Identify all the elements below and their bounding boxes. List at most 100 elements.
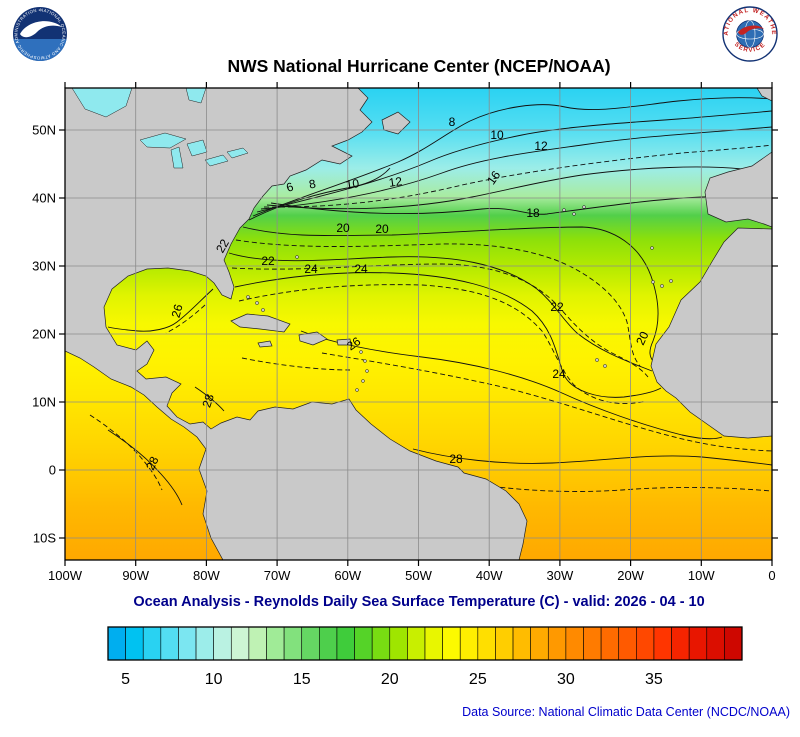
lake-erie bbox=[204, 154, 229, 167]
colorbar-cell bbox=[442, 626, 461, 661]
lake-michigan bbox=[170, 146, 184, 169]
contour-label: 10 bbox=[345, 176, 360, 192]
colorbar-cell bbox=[142, 626, 162, 661]
map-subtitle: Ocean Analysis - Reynolds Daily Sea Surf… bbox=[133, 594, 704, 610]
x-tick-label: 90W bbox=[122, 568, 149, 583]
colorbar-cell bbox=[407, 626, 426, 661]
colorbar-cells bbox=[107, 626, 743, 661]
y-tick-label: 20N bbox=[32, 327, 56, 342]
page-title: NWS National Hurricane Center (NCEP/NOAA… bbox=[227, 56, 610, 76]
colorbar-cell bbox=[371, 626, 391, 661]
hudson-bay bbox=[71, 88, 133, 118]
contour-label: 22 bbox=[550, 300, 564, 314]
nws-bird-icon bbox=[738, 25, 764, 35]
colorbar-cell bbox=[319, 626, 338, 661]
y-tick-label: 0 bbox=[49, 463, 56, 478]
noaa-logo: NATIONAL OCEANIC AND ATMOSPHERIC ADMINIS… bbox=[10, 2, 67, 61]
colorbar-cell bbox=[495, 626, 514, 661]
contour-label: 12 bbox=[534, 139, 548, 153]
colorbar-cell bbox=[178, 626, 197, 661]
colorbar-cell bbox=[671, 626, 690, 661]
colorbar-cell bbox=[724, 626, 743, 661]
landmass-cuba bbox=[230, 313, 291, 333]
landmass-newfoundland bbox=[381, 111, 411, 135]
map-frame bbox=[64, 87, 773, 561]
graticule-grid bbox=[65, 88, 772, 560]
colorbar-tick-label: 15 bbox=[293, 671, 311, 688]
contour-label: 22 bbox=[261, 254, 275, 268]
noaa-logo-sea bbox=[13, 39, 67, 61]
colorbar-cell bbox=[618, 626, 637, 661]
x-tick-label: 40W bbox=[476, 568, 503, 583]
colorbar-cell bbox=[600, 626, 620, 661]
contour-label: 24 bbox=[552, 367, 566, 381]
data-source-credit: Data Source: National Climatic Data Cent… bbox=[462, 705, 790, 719]
colorbar-cell bbox=[230, 626, 250, 661]
colorbar-cell bbox=[512, 626, 531, 661]
contour-label: 26 bbox=[169, 302, 186, 319]
landmasses bbox=[65, 88, 772, 560]
y-tick-label: 50N bbox=[32, 123, 56, 138]
x-tick-label: 10W bbox=[688, 568, 715, 583]
noaa-gull-icon bbox=[20, 21, 62, 38]
landmass-uk bbox=[756, 88, 772, 102]
landmass-iberia-france bbox=[704, 151, 772, 228]
lake-huron bbox=[186, 139, 208, 157]
contour-label: 22 bbox=[213, 236, 232, 255]
y-tick-label: 40N bbox=[32, 191, 56, 206]
colorbar-tick-labels: 5 10 15 20 25 30 35 bbox=[121, 671, 663, 688]
colorbar-cell bbox=[195, 626, 214, 661]
colorbar-cell bbox=[565, 626, 584, 661]
lakes bbox=[71, 88, 249, 169]
landmass-africa bbox=[650, 227, 772, 439]
lake-superior bbox=[139, 132, 187, 149]
x-tick-label: 60W bbox=[334, 568, 361, 583]
contour-label: 28 bbox=[449, 452, 463, 466]
colorbar-cell bbox=[266, 626, 285, 661]
x-tick-label: 20W bbox=[617, 568, 644, 583]
colorbar-cell bbox=[213, 626, 232, 661]
contour-label: 20 bbox=[336, 221, 350, 235]
nws-globe-meridian bbox=[744, 20, 756, 48]
colorbar-cell bbox=[477, 626, 496, 661]
colorbar-tick-label: 5 bbox=[121, 671, 130, 688]
colorbar-cell bbox=[424, 626, 443, 661]
colorbar-cell bbox=[160, 626, 179, 661]
y-tick-label: 10S bbox=[33, 531, 56, 546]
x-tick-label: 70W bbox=[264, 568, 291, 583]
colorbar-cell bbox=[530, 626, 549, 661]
contour-label: 28 bbox=[143, 454, 161, 472]
colorbar-cell bbox=[248, 626, 267, 661]
colorbar: 5 10 15 20 25 30 35 bbox=[107, 626, 743, 688]
colorbar-cell bbox=[706, 626, 725, 661]
colorbar-cell bbox=[354, 626, 373, 661]
contour-label: 20 bbox=[375, 222, 389, 236]
contour-label: 12 bbox=[388, 174, 403, 190]
james-bay bbox=[185, 88, 207, 104]
y-tick-label: 30N bbox=[32, 259, 56, 274]
contour-label: 8 bbox=[308, 177, 317, 192]
y-tick-label: 10N bbox=[32, 395, 56, 410]
y-axis-labels: 50N 40N 30N 20N 10N 0 10S bbox=[32, 123, 56, 546]
colorbar-cell bbox=[636, 626, 655, 661]
colorbar-cell bbox=[125, 626, 144, 661]
lake-ontario bbox=[226, 147, 249, 159]
colorbar-tick-label: 10 bbox=[205, 671, 223, 688]
colorbar-cell bbox=[459, 626, 479, 661]
landmass-hispaniola bbox=[298, 331, 328, 346]
x-axis-labels: 100W 90W 80W 70W 60W 50W 40W 30W 20W 10W 0 bbox=[48, 568, 776, 583]
colorbar-cell bbox=[583, 626, 602, 661]
colorbar-frame bbox=[107, 626, 743, 661]
x-tick-label: 80W bbox=[193, 568, 220, 583]
axis-ticks bbox=[59, 82, 778, 566]
contour-label: 10 bbox=[490, 128, 504, 142]
contour-label: 20 bbox=[633, 329, 651, 347]
x-tick-label: 30W bbox=[547, 568, 574, 583]
colorbar-tick-label: 30 bbox=[557, 671, 575, 688]
x-tick-label: 50W bbox=[405, 568, 432, 583]
x-tick-label: 0 bbox=[768, 568, 775, 583]
